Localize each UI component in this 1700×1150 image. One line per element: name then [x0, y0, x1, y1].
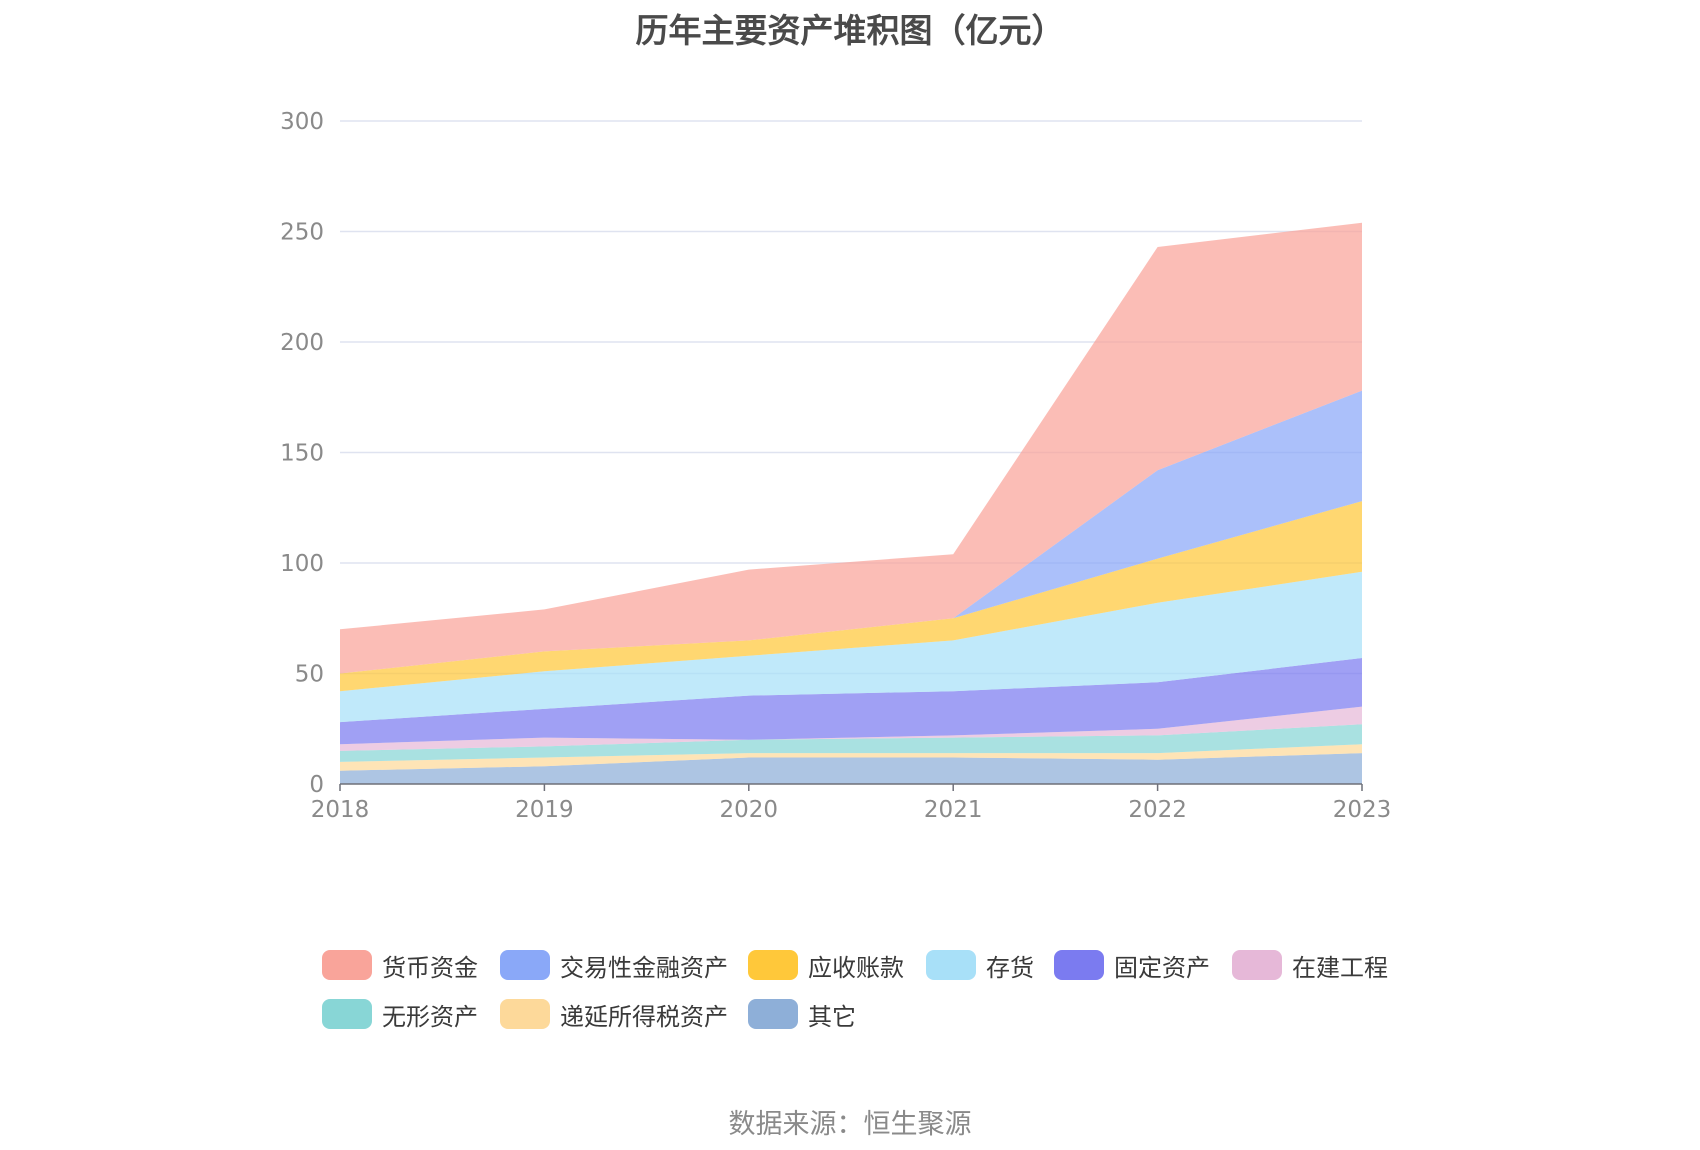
area-递延所得税资产 — [340, 744, 1362, 771]
area-在建工程 — [340, 706, 1362, 751]
legend-swatch — [322, 950, 372, 980]
legend-label: 无形资产 — [382, 1002, 478, 1031]
legend-item[interactable]: 存货 — [926, 948, 1034, 982]
legend-label: 固定资产 — [1114, 953, 1210, 982]
legend-item[interactable]: 货币资金 — [322, 948, 478, 982]
area-货币资金 — [340, 222, 1362, 674]
legend-item[interactable]: 应收账款 — [748, 948, 904, 982]
area-固定资产 — [340, 658, 1362, 745]
legend-label: 货币资金 — [382, 953, 478, 982]
y-tick-label: 100 — [280, 551, 324, 577]
legend-swatch — [1054, 950, 1104, 980]
legend-label: 在建工程 — [1292, 953, 1388, 982]
y-tick-label: 50 — [295, 662, 324, 688]
area-存货 — [340, 571, 1362, 723]
x-tick-label: 2021 — [924, 797, 983, 823]
legend-swatch — [748, 999, 798, 1029]
area-其它 — [340, 753, 1362, 784]
area-无形资产 — [340, 724, 1362, 762]
source-note: 数据来源：恒生聚源 — [728, 1109, 972, 1140]
legend-item[interactable]: 无形资产 — [322, 997, 478, 1031]
y-tick-label: 200 — [280, 330, 324, 356]
y-tick-label: 0 — [309, 772, 324, 798]
area-交易性金融资产 — [340, 390, 1362, 674]
y-tick-label: 250 — [280, 220, 324, 246]
x-tick-label: 2019 — [515, 797, 574, 823]
area-应收账款 — [340, 501, 1362, 692]
axes: 0 50 100 150 200 250 300 2018 2019 2020 2021 2022 20… — [280, 109, 1391, 823]
legend-item[interactable]: 在建工程 — [1232, 948, 1388, 982]
legend-item[interactable]: 固定资产 — [1054, 948, 1210, 982]
y-tick-label: 300 — [280, 109, 324, 135]
legend-swatch — [500, 999, 550, 1029]
x-tick-label: 2020 — [720, 797, 779, 823]
legend-label: 应收账款 — [808, 953, 904, 982]
legend-label: 递延所得税资产 — [560, 1002, 728, 1031]
legend-swatch — [926, 950, 976, 980]
legend-swatch — [748, 950, 798, 980]
legend-swatch — [322, 999, 372, 1029]
legend-label: 交易性金融资产 — [560, 953, 728, 982]
y-tick-label: 150 — [280, 441, 324, 467]
legend-item[interactable]: 递延所得税资产 — [500, 997, 728, 1031]
legend-label: 存货 — [986, 953, 1034, 982]
legend-swatch — [1232, 950, 1282, 980]
x-tick-label: 2022 — [1128, 797, 1187, 823]
legend-item[interactable]: 交易性金融资产 — [500, 948, 728, 982]
x-tick-label: 2018 — [311, 797, 370, 823]
x-tick-label: 2023 — [1333, 797, 1392, 823]
legend-item[interactable]: 其它 — [748, 997, 856, 1031]
legend-label: 其它 — [808, 1002, 856, 1031]
area-series — [340, 222, 1362, 784]
chart-title: 历年主要资产堆积图（亿元） — [635, 11, 1065, 50]
legend-swatch — [500, 950, 550, 980]
